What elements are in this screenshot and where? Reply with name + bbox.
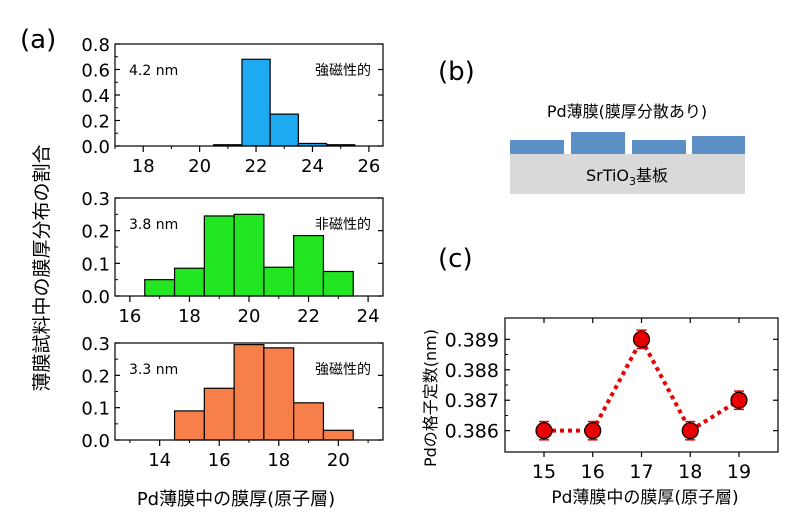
film-segment-3 — [632, 140, 686, 154]
magnetism-annotation: 強磁性的 — [315, 63, 371, 79]
y-tick-label: 0.6 — [81, 61, 110, 82]
y-tick-label: 0.3 — [81, 334, 110, 355]
histogram-bar — [269, 113, 299, 147]
histogram-bar — [203, 215, 235, 297]
data-point — [535, 422, 553, 440]
y-tick-label: 0.0 — [81, 287, 110, 308]
film-segment-4 — [692, 136, 745, 154]
thickness-annotation: 4.2 nm — [129, 63, 178, 79]
y-tick-label: 0.2 — [81, 112, 110, 133]
y-tick-label: 0.389 — [445, 329, 499, 351]
panel-c-xlabel: Pd薄膜中の膜厚(原子層) — [551, 488, 738, 508]
substrate-label-main: SrTiO — [586, 166, 629, 185]
histogram-3-8nm: 0.0 0.1 0.2 0.3 16 18 20 22 24 3.8 nm 非磁性的 — [81, 189, 384, 327]
x-tick-label: 20 — [238, 306, 261, 327]
y-tick-label: 0.3 — [81, 189, 110, 210]
panel-c-ylabel: Pdの格子定数(nm) — [421, 329, 440, 467]
y-tick-label: 0.1 — [81, 399, 110, 420]
x-tick-label: 16 — [118, 306, 141, 327]
data-point — [681, 422, 699, 440]
y-tick-label: 0.387 — [445, 390, 499, 412]
x-tick-label: 14 — [148, 450, 171, 471]
histogram-bar — [322, 270, 354, 297]
histogram-4-2nm: 0.0 0.2 0.4 0.6 0.8 18 20 22 24 26 4.2 nm 強磁性的 — [81, 35, 384, 177]
histogram-bar — [173, 267, 205, 297]
x-tick-label: 26 — [357, 156, 380, 177]
histogram-bar — [322, 429, 354, 441]
data-point — [730, 391, 748, 409]
y-tick-label: 0.2 — [81, 366, 110, 387]
x-tick-label: 24 — [357, 306, 380, 327]
panel-a-xlabel: Pd薄膜中の膜厚(原子層) — [137, 489, 335, 510]
panel-label-a: (a) — [20, 25, 56, 55]
x-tick-label: 20 — [188, 156, 211, 177]
x-tick-label: 20 — [327, 450, 350, 471]
substrate — [510, 154, 745, 194]
y-tick-label: 0.386 — [445, 421, 499, 443]
x-tick-label: 22 — [297, 306, 320, 327]
x-tick-label: 18 — [132, 156, 155, 177]
y-tick-label: 0.8 — [81, 35, 110, 56]
histogram-bar — [233, 344, 265, 441]
panel-label-b: (b) — [438, 57, 475, 87]
film-label: Pd薄膜(膜厚分散あり) — [547, 102, 707, 121]
substrate-label-subscript: 3 — [629, 175, 636, 188]
film-segment-2 — [571, 132, 625, 154]
substrate-label-suffix: 基板 — [636, 166, 668, 185]
y-tick-label: 0.1 — [81, 254, 110, 275]
x-tick-label: 18 — [267, 450, 290, 471]
histogram-bar — [263, 347, 295, 441]
panel-b-schematic: Pd薄膜(膜厚分散あり) SrTiO3基板 — [510, 102, 745, 194]
histogram-bar — [293, 402, 325, 441]
film-segment-1 — [510, 140, 564, 154]
histogram-3-3nm: 0.0 0.1 0.2 0.3 14 16 18 20 3.3 nm 強磁性的 — [81, 334, 384, 471]
lattice-constant-plot: Pdの格子定数(nm) Pd薄膜中の膜厚(原子層) 0.386 0.387 0.38… — [421, 317, 779, 508]
thickness-annotation: 3.8 nm — [129, 217, 178, 233]
histogram-bar — [233, 213, 265, 297]
x-tick-label: 16 — [208, 450, 231, 471]
x-tick-label: 19 — [727, 461, 751, 483]
x-tick-label: 24 — [301, 156, 324, 177]
x-tick-label: 15 — [532, 461, 556, 483]
substrate-label: SrTiO3基板 — [586, 166, 668, 188]
magnetism-annotation: 非磁性的 — [315, 217, 371, 233]
data-point — [632, 330, 651, 348]
histogram-bar — [293, 234, 325, 297]
histogram-bar — [241, 58, 271, 147]
thickness-annotation: 3.3 nm — [129, 362, 178, 378]
y-tick-label: 0.4 — [81, 86, 110, 107]
panel-a-ylabel: 薄膜試料中の膜厚分布の割合 — [31, 144, 53, 391]
magnetism-annotation: 強磁性的 — [315, 362, 371, 378]
series-connector — [544, 335, 741, 434]
x-tick-label: 17 — [629, 461, 653, 483]
histogram-bar — [263, 266, 295, 297]
data-point — [584, 422, 602, 440]
histogram-bar — [173, 410, 205, 441]
y-tick-label: 0.0 — [81, 431, 110, 452]
x-tick-label: 18 — [678, 461, 702, 483]
y-tick-label: 0.0 — [81, 137, 110, 158]
x-tick-label: 22 — [245, 156, 268, 177]
y-tick-label: 0.388 — [445, 360, 499, 382]
x-tick-label: 16 — [581, 461, 605, 483]
histogram-bar — [203, 387, 235, 441]
x-tick-label: 18 — [178, 306, 201, 327]
panel-label-c: (c) — [438, 244, 473, 274]
histogram-bar — [144, 279, 176, 297]
y-tick-label: 0.2 — [81, 222, 110, 243]
